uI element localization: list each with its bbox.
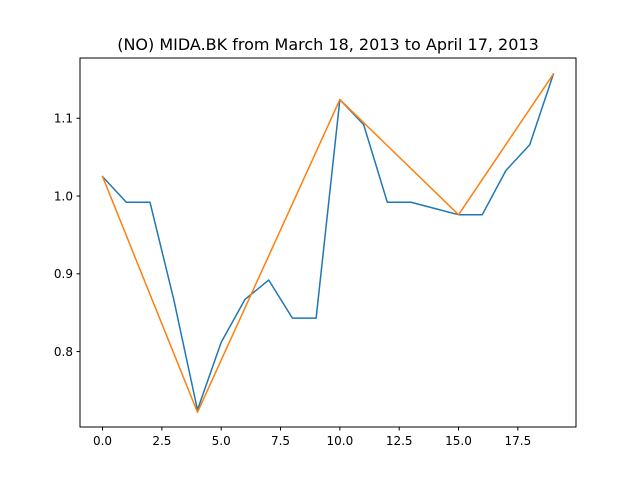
series-line-1	[101, 72, 555, 411]
plot-frame	[79, 57, 577, 428]
y-tick-label: 1.0	[54, 189, 73, 203]
series-line-2	[101, 72, 555, 413]
x-tick-label: 2.5	[152, 434, 171, 448]
y-axis: 0.8 0.9 1.0 1.1	[54, 112, 80, 359]
x-tick-label: 12.5	[386, 434, 413, 448]
x-tick-label: 0.0	[93, 434, 112, 448]
chart-title: (NO) MIDA.BK from March 18, 2013 to Apri…	[117, 35, 539, 54]
y-tick-label: 1.1	[54, 112, 73, 126]
x-axis: 0.0 2.5 5.0 7.5 10.0 12.5 15.0 17.5	[93, 427, 531, 448]
y-tick-label: 0.8	[54, 345, 73, 359]
x-tick-label: 10.0	[327, 434, 354, 448]
x-tick-label: 5.0	[212, 434, 231, 448]
series-layer	[101, 72, 555, 413]
x-tick-label: 15.0	[445, 434, 472, 448]
x-tick-label: 7.5	[271, 434, 290, 448]
y-tick-label: 0.9	[54, 267, 73, 281]
x-tick-label: 17.5	[504, 434, 531, 448]
